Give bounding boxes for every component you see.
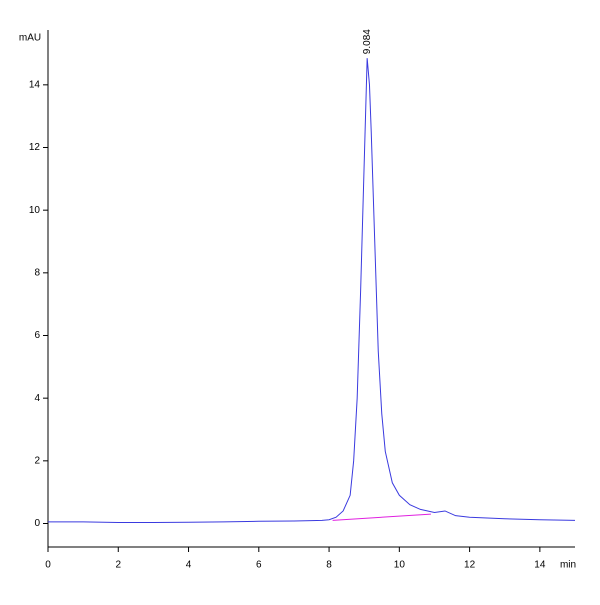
x-tick-label: 14 [534,560,546,571]
y-tick-label: 14 [29,79,41,90]
y-tick-label: 4 [34,393,40,404]
peak-label: 9.084 [362,29,373,54]
y-tick-label: 12 [29,142,41,153]
y-tick-label: 2 [34,455,40,466]
y-axis-label: mAU [19,33,41,44]
x-tick-label: 8 [326,560,332,571]
y-tick-label: 6 [34,330,40,341]
x-tick-label: 2 [115,560,121,571]
x-axis-label: min [560,560,576,571]
x-tick-label: 12 [464,560,476,571]
x-tick-label: 6 [256,560,262,571]
x-tick-label: 10 [394,560,406,571]
x-tick-label: 4 [186,560,192,571]
baseline-line [332,513,431,521]
signal-line [48,58,576,524]
x-tick-label: 0 [45,560,51,571]
y-tick-label: 0 [34,518,40,529]
y-tick-label: 8 [34,267,40,278]
y-tick-label: 10 [29,205,41,216]
